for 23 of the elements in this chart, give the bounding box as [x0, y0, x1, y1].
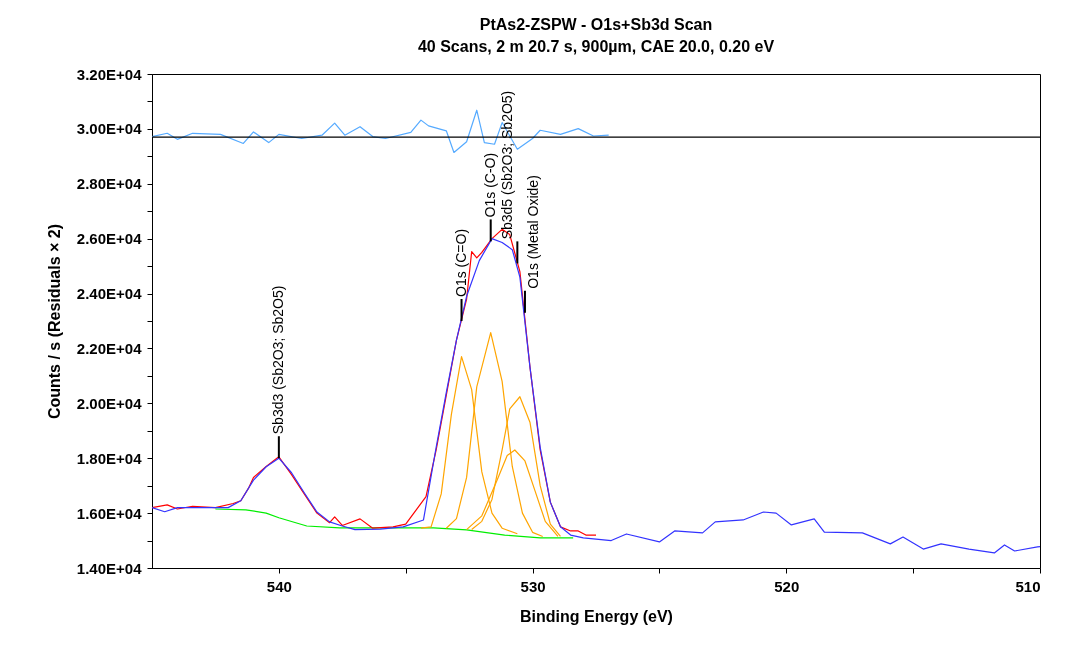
y-tick-label: 3.20E+04 [76, 65, 143, 83]
y-axis-title: Counts / s (Residuals × 2) [45, 223, 63, 420]
x-tick-label: 520 [774, 577, 800, 595]
y-tick-label: 2.60E+04 [76, 230, 143, 248]
annotation: O1s (C-O) [481, 152, 498, 218]
y-tick-label: 2.20E+04 [76, 339, 143, 357]
y-tick-label: 1.60E+04 [76, 504, 143, 522]
annotation: O1s (C=O) [452, 228, 469, 297]
y-tick-label: 1.80E+04 [76, 449, 143, 467]
annotation: Sb3d3 (Sb2O3; Sb2O5) [269, 285, 286, 435]
x-tick-label: 540 [266, 577, 292, 595]
y-tick-label: 2.40E+04 [76, 285, 143, 303]
chart-subtitle: 40 Scans, 2 m 20.7 s, 900µm, CAE 20.0, 0.20 eV [417, 38, 775, 55]
y-tick-label: 2.00E+04 [76, 394, 143, 412]
annotation: O1s (Metal Oxide) [524, 175, 541, 289]
y-tick-label: 3.00E+04 [76, 120, 143, 138]
chart-title: PtAs2-ZSPW - O1s+Sb3d Scan [479, 16, 713, 33]
y-tick-label: 2.80E+04 [76, 175, 143, 193]
x-axis-title: Binding Energy (eV) [520, 607, 673, 625]
x-tick-label: 530 [520, 577, 546, 595]
annotation: Sb3d5 (Sb2O3; Sb2O5) [499, 90, 516, 240]
x-tick-label: 510 [1015, 577, 1041, 595]
y-tick-label: 1.40E+04 [76, 559, 143, 577]
